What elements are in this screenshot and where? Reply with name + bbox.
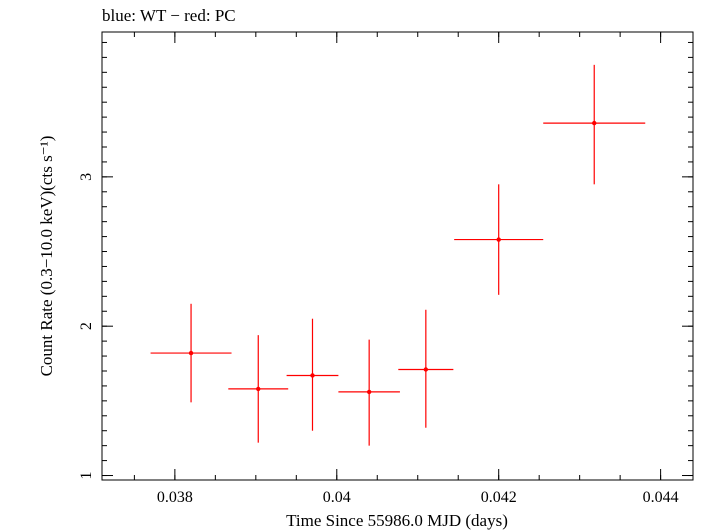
data-marker [310,373,315,378]
data-point [150,303,232,403]
data-marker [496,237,501,242]
data-marker [188,350,194,356]
x-tick-label: 0.042 [481,489,517,506]
data-marker [366,389,372,395]
data-point [454,184,544,295]
data-point [228,335,289,443]
chart-title: blue: WT − red: PC [102,6,236,25]
data-point [338,339,400,446]
data-marker [592,120,597,126]
data-point [398,309,454,428]
plot-frame [101,31,694,481]
data-point [543,64,646,185]
y-tick-label: 1 [78,472,95,480]
data-point [286,318,339,431]
data-marker [423,367,429,372]
data-marker [256,386,261,392]
axis-ticks [102,32,693,480]
x-tick-label: 0.038 [157,489,193,506]
data-points [150,64,646,446]
x-tick-label: 0.044 [643,489,679,506]
axis-tick-labels: 0.038 0.04 0.042 0.044 1 2 3 [78,173,679,506]
x-tick-label: 0.04 [323,489,351,506]
y-tick-label: 3 [78,173,95,181]
x-axis-label: Time Since 55986.0 MJD (days) [286,511,508,530]
y-tick-label: 2 [78,322,95,330]
y-axis-label: Count Rate (0.3−10.0 keV)(cts s⁻¹) [37,136,56,377]
